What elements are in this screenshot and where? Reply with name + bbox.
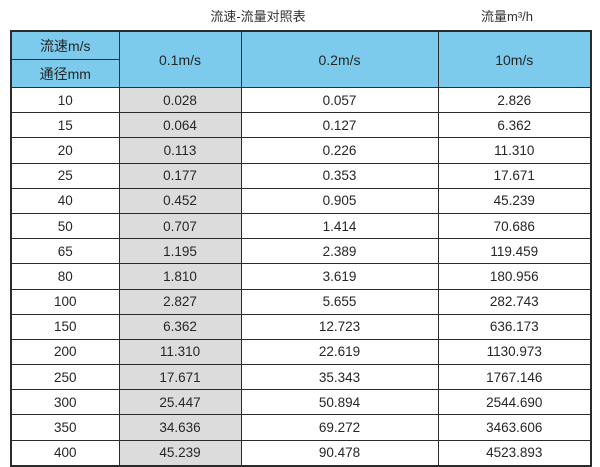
cell-flow-01: 0.064 — [118, 112, 242, 139]
table-row: 200 11.310 22.619 1130.973 — [10, 338, 592, 366]
cell-flow-01: 34.636 — [118, 414, 242, 441]
cell-diameter: 25 — [10, 162, 120, 189]
table-row: 300 25.447 50.894 2544.690 — [10, 389, 592, 416]
table-row: 20 0.113 0.226 11.310 — [10, 137, 592, 164]
header-flow-velocity: 流速m/s — [10, 30, 120, 60]
table-row: 40 0.452 0.905 45.239 — [10, 187, 592, 214]
table-row: 25 0.177 0.353 17.671 — [10, 162, 592, 189]
cell-diameter: 65 — [10, 238, 120, 265]
cell-diameter: 400 — [10, 439, 120, 467]
cell-flow-10: 119.459 — [437, 238, 592, 265]
cell-flow-01: 17.671 — [118, 364, 242, 391]
cell-diameter: 50 — [10, 212, 120, 240]
header-col-10ms: 10m/s — [437, 30, 592, 88]
cell-flow-01: 1.195 — [118, 238, 242, 265]
cell-flow-02: 69.272 — [240, 414, 439, 441]
cell-diameter: 20 — [10, 137, 120, 164]
cell-flow-01: 0.113 — [118, 137, 242, 164]
cell-flow-10: 45.239 — [437, 187, 592, 214]
table-row: 400 45.239 90.478 4523.893 — [10, 439, 592, 467]
page-title: 流速-流量对照表 — [210, 9, 306, 24]
flow-velocity-flow-rate-table: 流速m/s 0.1m/s 0.2m/s 10m/s 通径mm 10 0.028 … — [10, 30, 592, 467]
cell-flow-01: 6.362 — [118, 313, 242, 340]
cell-flow-02: 3.619 — [240, 263, 439, 290]
cell-diameter: 150 — [10, 313, 120, 340]
flow-unit-label: 流量m³/h — [480, 9, 534, 24]
cell-flow-02: 0.905 — [240, 187, 439, 214]
header-col-0-2ms: 0.2m/s — [240, 30, 439, 88]
cell-flow-10: 1130.973 — [437, 338, 592, 366]
cell-diameter: 250 — [10, 364, 120, 391]
header-col-0-1ms: 0.1m/s — [118, 30, 242, 88]
table-row: 50 0.707 1.414 70.686 — [10, 212, 592, 240]
cell-flow-10: 3463.606 — [437, 414, 592, 441]
cell-flow-01: 0.452 — [118, 187, 242, 214]
cell-flow-10: 180.956 — [437, 263, 592, 290]
cell-diameter: 80 — [10, 263, 120, 290]
cell-diameter: 350 — [10, 414, 120, 441]
table-row: 350 34.636 69.272 3463.606 — [10, 414, 592, 441]
cell-flow-01: 0.707 — [118, 212, 242, 240]
cell-flow-02: 90.478 — [240, 439, 439, 467]
table-row: 80 1.810 3.619 180.956 — [10, 263, 592, 290]
cell-flow-02: 0.226 — [240, 137, 439, 164]
header-diameter: 通径mm — [10, 59, 120, 88]
cell-flow-10: 70.686 — [437, 212, 592, 240]
cell-flow-02: 1.414 — [240, 212, 439, 240]
cell-flow-10: 2544.690 — [437, 389, 592, 416]
cell-flow-01: 25.447 — [118, 389, 242, 416]
title-bar: 流速-流量对照表 流量m³/h — [0, 0, 600, 30]
cell-flow-10: 17.671 — [437, 162, 592, 189]
cell-flow-02: 0.127 — [240, 112, 439, 139]
cell-diameter: 40 — [10, 187, 120, 214]
cell-flow-10: 6.362 — [437, 112, 592, 139]
cell-flow-10: 11.310 — [437, 137, 592, 164]
table-row: 100 2.827 5.655 282.743 — [10, 288, 592, 315]
table-row: 150 6.362 12.723 636.173 — [10, 313, 592, 340]
table-row: 65 1.195 2.389 119.459 — [10, 238, 592, 265]
cell-flow-02: 0.057 — [240, 86, 439, 114]
table-row: 250 17.671 35.343 1767.146 — [10, 364, 592, 391]
cell-flow-02: 0.353 — [240, 162, 439, 189]
cell-flow-10: 636.173 — [437, 313, 592, 340]
cell-flow-02: 12.723 — [240, 313, 439, 340]
cell-flow-10: 1767.146 — [437, 364, 592, 391]
table-row: 10 0.028 0.057 2.826 — [10, 86, 592, 114]
header-row-top: 流速m/s 0.1m/s 0.2m/s 10m/s — [10, 30, 592, 88]
cell-flow-02: 5.655 — [240, 288, 439, 315]
cell-flow-02: 50.894 — [240, 389, 439, 416]
cell-flow-01: 1.810 — [118, 263, 242, 290]
cell-diameter: 300 — [10, 389, 120, 416]
cell-diameter: 15 — [10, 112, 120, 139]
cell-diameter: 100 — [10, 288, 120, 315]
cell-flow-10: 282.743 — [437, 288, 592, 315]
cell-flow-02: 2.389 — [240, 238, 439, 265]
cell-flow-01: 2.827 — [118, 288, 242, 315]
cell-flow-01: 0.028 — [118, 86, 242, 114]
cell-flow-01: 11.310 — [118, 338, 242, 366]
cell-flow-02: 22.619 — [240, 338, 439, 366]
cell-flow-10: 2.826 — [437, 86, 592, 114]
cell-flow-01: 45.239 — [118, 439, 242, 467]
cell-flow-10: 4523.893 — [437, 439, 592, 467]
header-row-bottom: 通径mm — [10, 59, 591, 88]
cell-flow-01: 0.177 — [118, 162, 242, 189]
table-row: 15 0.064 0.127 6.362 — [10, 112, 592, 139]
cell-flow-02: 35.343 — [240, 364, 439, 391]
cell-diameter: 10 — [10, 86, 120, 114]
cell-diameter: 200 — [10, 338, 120, 366]
